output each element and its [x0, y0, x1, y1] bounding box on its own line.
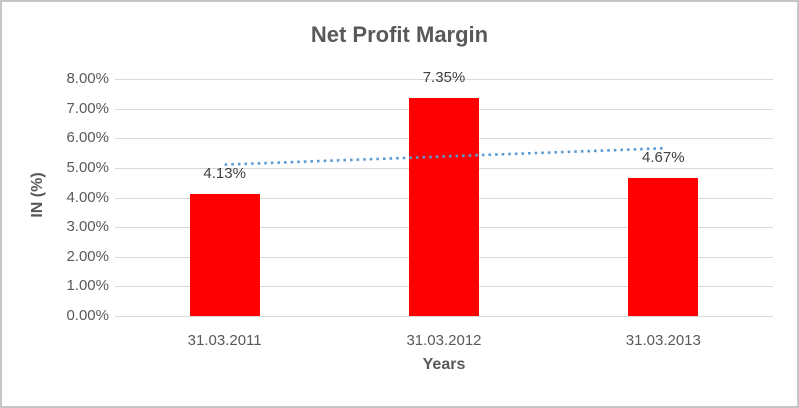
bar-data-label: 4.13% [203, 164, 246, 182]
gridline [115, 79, 773, 80]
x-tick-label: 31.03.2012 [406, 332, 482, 349]
y-tick-label: 2.00% [66, 247, 109, 265]
y-tick-label: 8.00% [66, 70, 109, 87]
x-tick-label: 31.03.2013 [625, 332, 701, 349]
bar-data-label: 7.35% [422, 69, 466, 87]
gridline [115, 316, 773, 317]
x-axis-title: Years [422, 356, 466, 373]
y-tick-label: 6.00% [66, 129, 109, 147]
trendline [224, 147, 664, 166]
bar [409, 98, 479, 316]
y-tick-label: 1.00% [66, 277, 109, 295]
chart-title: Net Profit Margin [310, 22, 489, 47]
y-tick-label: 5.00% [66, 158, 109, 176]
y-tick-label: 0.00% [66, 307, 109, 324]
plot-area: 4.13% 7.35% 4.67% [115, 69, 773, 317]
trendline-svg [224, 147, 664, 166]
y-tick-label: 3.00% [66, 218, 109, 236]
bar [189, 193, 260, 316]
y-tick-label: 7.00% [66, 99, 109, 117]
x-tick-label: 31.03.2011 [187, 332, 262, 349]
bar-data-label: 4.67% [642, 148, 685, 166]
bar [628, 177, 699, 316]
y-tick-label: 4.00% [66, 188, 109, 206]
